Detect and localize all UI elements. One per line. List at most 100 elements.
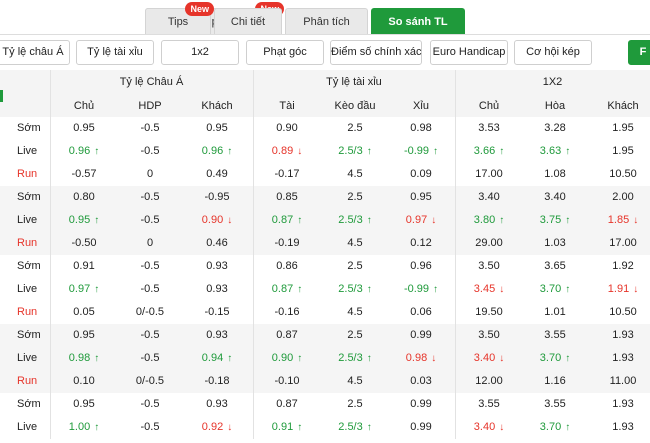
odds-cell: 0.06 (391, 301, 451, 324)
odds-cell: 0.09 (391, 163, 451, 186)
edge-green-label: F (639, 46, 647, 58)
tab-chi-tiet[interactable]: Chi tiết (214, 8, 282, 34)
odds-value: 17.00 (475, 168, 503, 180)
odds-value: 1.08 (544, 168, 566, 180)
odds-cell: 1.01 (525, 301, 585, 324)
tab-tips-box[interactable]: Tips New (145, 2, 214, 34)
odds-value: 0.89 (271, 145, 294, 157)
odds-row-early: Sớm 0.95 -0.5 0.95 0.90 2.5 0.98 3.53 3.28 1.95 (0, 117, 650, 140)
odds-cell: -0.10 (257, 370, 317, 393)
column-header: Hòa (544, 100, 566, 112)
odds-cell: 0.96 ↑ (187, 140, 247, 163)
odds-cell: 12.00 (459, 370, 519, 393)
odds-value: -0.18 (204, 375, 230, 387)
odds-value: 3.66 (473, 145, 496, 157)
row-label: Sớm (17, 191, 41, 203)
odds-value: 1.01 (544, 306, 566, 318)
odds-value: 0.90 (276, 122, 298, 134)
odds-cell: 2.5 (320, 117, 390, 140)
correct-score-button[interactable]: Điểm số chính xác (330, 40, 422, 65)
corner-button[interactable]: Phạt góc (246, 40, 324, 65)
odds-value: 17.00 (609, 237, 637, 249)
odds-value: 3.65 (544, 260, 566, 272)
odds-cell: -0.5 (120, 117, 180, 140)
odds-row-live: Live 0.96 ↑ -0.5 0.96 ↑ 0.89 ↓ 2.5/3 ↑ -0.99 ↑ 3.66 ↑… (0, 140, 650, 163)
double-chance-button[interactable]: Cơ hội kép (514, 40, 592, 65)
odds-cell: 1.95 (593, 117, 650, 140)
odds-cell: 0.96 ↑ (54, 140, 114, 163)
odds-cell: 1.85 ↓ (593, 209, 650, 232)
odds-cell: 3.70 ↑ (525, 278, 585, 301)
odds-cell: 3.40 ↓ (459, 416, 519, 439)
odds-value: 1.95 (612, 122, 634, 134)
asian-handicap-button[interactable]: Tỷ lệ châu Á (0, 40, 70, 65)
odds-value: 0.95 (73, 122, 95, 134)
odds-cell: 1.93 (593, 416, 650, 439)
odds-value: 1.03 (544, 237, 566, 249)
odds-value: 2.5 (347, 398, 363, 410)
odds-cell: 29.00 (459, 232, 519, 255)
odds-value: 1.93 (612, 329, 634, 341)
odds-cell: -0.50 (54, 232, 114, 255)
tab-tips-text: Tips (167, 16, 189, 28)
odds-value: -0.17 (274, 168, 300, 180)
tab-so-sanh-tl[interactable]: So sánh TL (371, 8, 465, 34)
odds-cell: 3.28 (525, 117, 585, 140)
1x2-button[interactable]: 1x2 (161, 40, 239, 65)
odds-value: 3.55 (478, 398, 500, 410)
odds-value: -0.16 (274, 306, 300, 318)
arrow-up-icon: ↑ (366, 284, 372, 295)
odds-value: 1.95 (612, 145, 634, 157)
odds-cell: -0.19 (257, 232, 317, 255)
odds-value: 2.5 (347, 329, 363, 341)
arrow-up-icon: ↑ (297, 284, 303, 295)
odds-value: 3.40 (473, 421, 496, 433)
odds-cell: -0.57 (54, 163, 114, 186)
odds-value: 0/-0.5 (135, 375, 165, 387)
odds-cell: 3.45 ↓ (459, 278, 519, 301)
odds-value: 0.03 (410, 375, 432, 387)
odds-cell: 0.98 (391, 117, 451, 140)
arrow-up-icon: ↑ (94, 215, 100, 226)
odds-value: 2.5 (347, 122, 363, 134)
odds-value: 0 (146, 237, 154, 249)
odds-value: 0.93 (206, 329, 228, 341)
row-label: Run (17, 237, 38, 249)
odds-value: 0.97 (405, 214, 428, 226)
odds-cell: -0.5 (120, 416, 180, 439)
odds-cell: 0.90 (257, 117, 317, 140)
odds-cell: -0.99 ↑ (391, 140, 451, 163)
odds-value: -0.99 (403, 283, 430, 295)
odds-value: 0.87 (271, 214, 294, 226)
edge-green-button[interactable]: F (628, 40, 650, 65)
arrow-up-icon: ↑ (565, 284, 571, 295)
odds-cell: 1.92 (593, 255, 650, 278)
column-header: Tài (279, 100, 295, 112)
arrow-up-icon: ↑ (297, 215, 303, 226)
odds-cell: 3.50 (459, 255, 519, 278)
odds-cell: 3.40 ↓ (459, 347, 519, 370)
odds-cell: 0.95 (54, 393, 114, 416)
odds-row-early: Sớm 0.91 -0.5 0.93 0.86 2.5 0.96 3.50 3.65 1.92 (0, 255, 650, 278)
odds-value: 12.00 (475, 375, 503, 387)
odds-value: 3.70 (539, 283, 562, 295)
over-under-button[interactable]: Tỷ lệ tài xỉu (76, 40, 154, 65)
odds-value: 0.99 (410, 329, 432, 341)
odds-value: 1.16 (544, 375, 566, 387)
column-header-row: Chủ HDP Khách Tài Kèo đầu Xỉu Chủ Hòa Khách (0, 95, 650, 117)
odds-cell: 3.55 (459, 393, 519, 416)
odds-row-live: Live 0.97 ↑ -0.5 0.93 0.87 ↑ 2.5/3 ↑ -0.99 ↑ 3.45 ↓ 3… (0, 278, 650, 301)
odds-cell: 0.10 (54, 370, 114, 393)
euro-handicap-button[interactable]: Euro Handicap (430, 40, 508, 65)
arrow-up-icon: ↑ (565, 422, 571, 433)
odds-cell: 2.5/3 ↑ (320, 347, 390, 370)
odds-value: 4.5 (347, 306, 363, 318)
arrow-up-icon: ↑ (366, 422, 372, 433)
odds-value: 0.91 (73, 260, 95, 272)
tab-phan-tich[interactable]: Phân tích (285, 8, 368, 34)
odds-cell: 3.40 (459, 186, 519, 209)
odds-value: 0.95 (68, 214, 91, 226)
odds-value: 0.96 (410, 260, 432, 272)
odds-value: 2.5/3 (338, 283, 363, 295)
column-header: HDP (138, 100, 162, 112)
